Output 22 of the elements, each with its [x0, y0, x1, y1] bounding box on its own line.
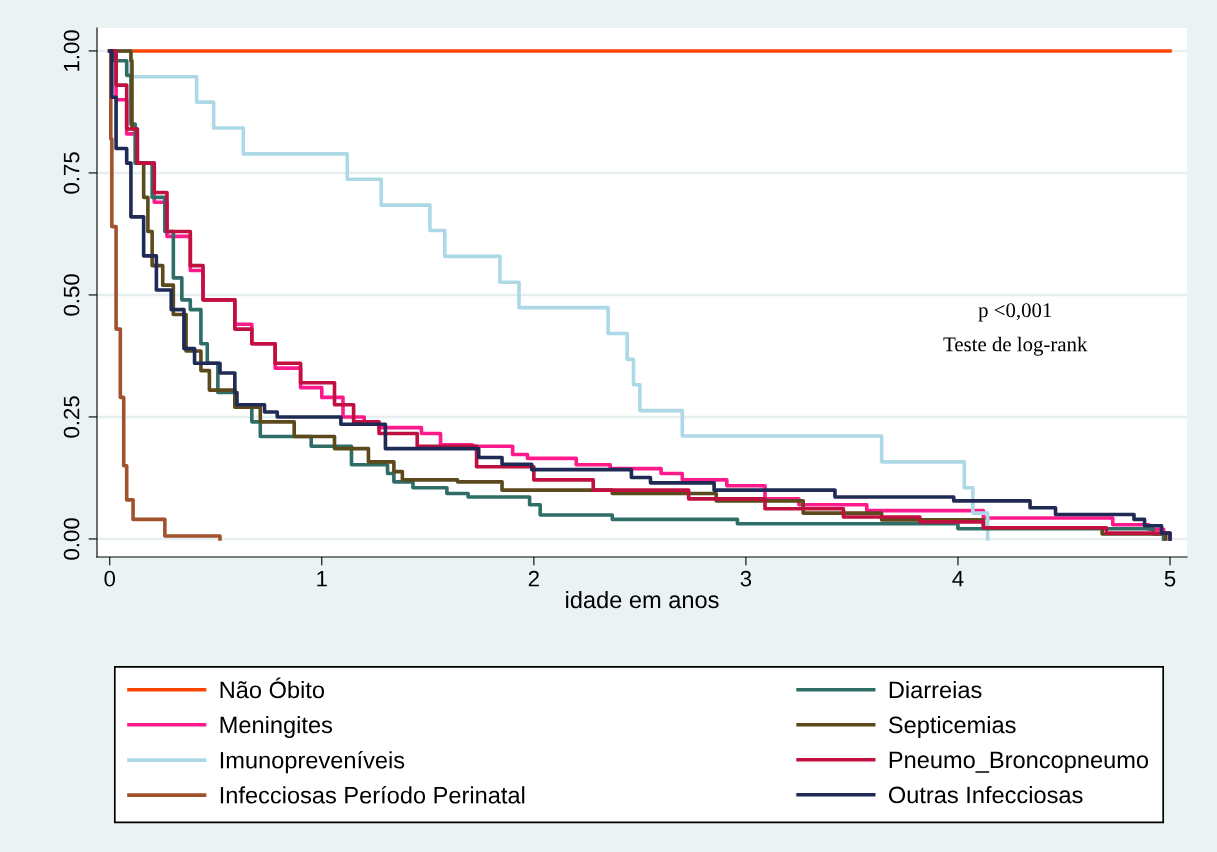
legend-label: Pneumo_Broncopneumo — [889, 751, 1149, 773]
y-tick-label: 0.25 — [63, 396, 80, 438]
x-tick-label: 5 — [1164, 571, 1176, 587]
legend-label: Não Óbito — [220, 677, 325, 699]
legend-label: Septicemias — [888, 715, 1016, 738]
legend-label: Infecciosas Período Perinatal — [220, 785, 525, 804]
legend-label: Diarreias — [889, 680, 982, 699]
annotation: p <0,001 — [978, 303, 1052, 322]
x-tick-label: 2 — [528, 570, 539, 587]
x-tick-label: 3 — [740, 570, 752, 587]
legend-label: Imunopreveníveis — [220, 750, 405, 774]
y-tick-label: 0.50 — [63, 274, 80, 316]
y-tick-label: 1.00 — [63, 30, 80, 71]
x-tick-label: 0 — [104, 570, 116, 587]
y-tick-label: 0.75 — [63, 152, 80, 194]
x-tick-label: 1 — [317, 571, 327, 587]
x-axis-title: idade em anos — [566, 590, 719, 609]
y-tick-label: 0.00 — [63, 518, 80, 560]
x-tick-label: 4 — [952, 571, 964, 587]
annotation: Teste de log-rank — [943, 336, 1088, 356]
legend-label: Outras Infecciosas — [888, 785, 1083, 804]
legend-label: Meningites — [220, 715, 333, 738]
